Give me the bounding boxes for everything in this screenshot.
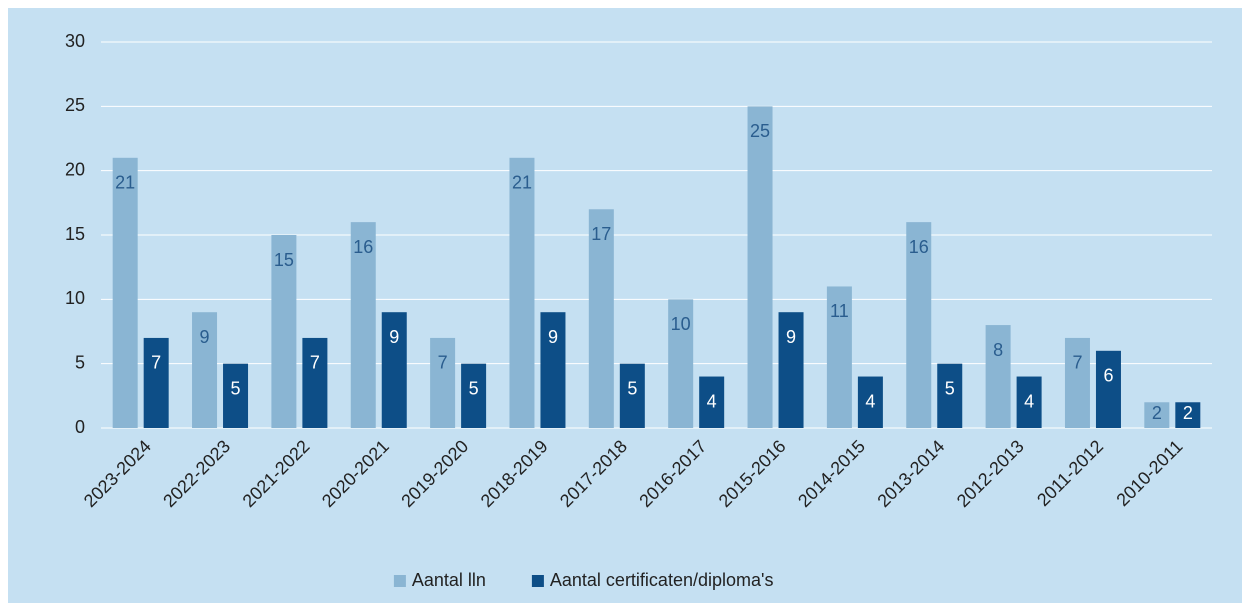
bar bbox=[223, 363, 249, 428]
data-label: 8 bbox=[993, 340, 1003, 360]
bar bbox=[1064, 337, 1090, 428]
bar bbox=[588, 209, 614, 428]
bar bbox=[143, 337, 169, 428]
data-label: 9 bbox=[389, 327, 399, 347]
bar bbox=[381, 312, 407, 428]
data-label: 17 bbox=[591, 224, 611, 244]
data-label: 5 bbox=[231, 378, 241, 398]
bar bbox=[302, 337, 328, 428]
y-tick-label: 15 bbox=[65, 224, 85, 244]
y-tick-label: 0 bbox=[75, 417, 85, 437]
data-label: 7 bbox=[310, 353, 320, 373]
y-tick-label: 5 bbox=[75, 352, 85, 372]
legend-swatch bbox=[531, 575, 544, 587]
data-label: 7 bbox=[1072, 353, 1082, 373]
data-label: 5 bbox=[469, 378, 479, 398]
bar bbox=[461, 363, 487, 428]
data-label: 15 bbox=[274, 250, 294, 270]
y-tick-label: 30 bbox=[65, 31, 85, 51]
bar bbox=[1175, 402, 1201, 428]
bar bbox=[112, 157, 138, 429]
data-label: 4 bbox=[1024, 391, 1034, 411]
bar bbox=[271, 235, 297, 428]
bar bbox=[1095, 350, 1121, 428]
data-label: 2 bbox=[1183, 403, 1193, 423]
data-label: 16 bbox=[909, 237, 929, 257]
data-label: 25 bbox=[750, 121, 770, 141]
y-tick-label: 20 bbox=[65, 159, 85, 179]
data-label: 5 bbox=[627, 378, 637, 398]
bar bbox=[747, 106, 773, 428]
data-label: 21 bbox=[512, 173, 532, 193]
bar bbox=[1016, 376, 1042, 428]
bar bbox=[985, 325, 1011, 428]
bar bbox=[699, 376, 725, 428]
data-label: 7 bbox=[438, 353, 448, 373]
legend-label: Aantal lln bbox=[412, 570, 486, 590]
bar bbox=[540, 312, 566, 428]
bar bbox=[509, 157, 535, 429]
data-label: 7 bbox=[151, 353, 161, 373]
data-label: 4 bbox=[707, 391, 717, 411]
bar bbox=[778, 312, 804, 428]
data-label: 16 bbox=[353, 237, 373, 257]
bar bbox=[857, 376, 883, 428]
data-label: 6 bbox=[1103, 366, 1113, 386]
bar bbox=[937, 363, 963, 428]
bar bbox=[430, 337, 456, 428]
data-label: 9 bbox=[548, 327, 558, 347]
y-tick-label: 10 bbox=[65, 288, 85, 308]
bar bbox=[619, 363, 645, 428]
data-label: 2 bbox=[1152, 403, 1162, 423]
legend-label: Aantal certificaten/diploma's bbox=[550, 570, 774, 590]
data-label: 11 bbox=[830, 301, 849, 321]
bar bbox=[668, 299, 694, 428]
data-label: 5 bbox=[945, 378, 955, 398]
data-label: 10 bbox=[671, 314, 691, 334]
chart-background bbox=[8, 8, 1242, 603]
data-label: 9 bbox=[786, 327, 796, 347]
legend-swatch bbox=[393, 575, 406, 587]
bar bbox=[826, 286, 852, 428]
data-label: 21 bbox=[115, 173, 135, 193]
bar bbox=[350, 222, 376, 428]
y-tick-label: 25 bbox=[65, 95, 85, 115]
bar bbox=[1144, 402, 1170, 428]
data-label: 9 bbox=[200, 327, 210, 347]
bar bbox=[192, 312, 218, 428]
data-label: 4 bbox=[865, 391, 875, 411]
bar bbox=[906, 222, 932, 428]
